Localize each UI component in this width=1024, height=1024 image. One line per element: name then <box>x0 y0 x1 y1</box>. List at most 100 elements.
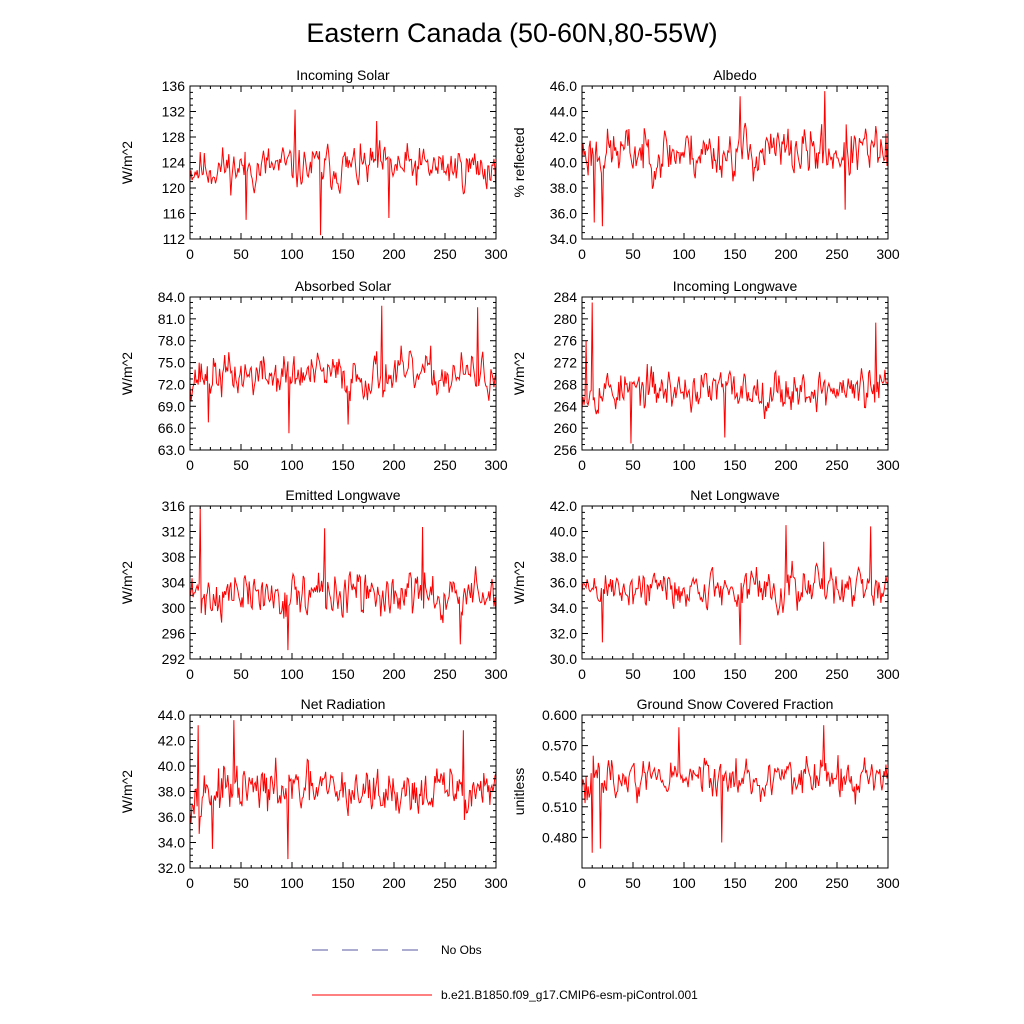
y-tick-label: 46.0 <box>550 78 577 94</box>
x-tick-label: 50 <box>625 875 641 891</box>
series-line <box>189 305 497 434</box>
y-tick-label: 36.0 <box>550 575 577 591</box>
x-tick-label: 0 <box>186 457 194 473</box>
x-tick-label: 250 <box>433 666 457 682</box>
y-tick-label: 268 <box>554 376 578 392</box>
y-tick-label: 40.0 <box>550 524 577 540</box>
y-tick-label: 308 <box>162 549 186 565</box>
chart-title: Emitted Longwave <box>285 487 400 503</box>
y-tick-label: 40.0 <box>158 758 185 774</box>
x-tick-label: 100 <box>672 457 696 473</box>
y-tick-label: 78.0 <box>158 333 185 349</box>
x-tick-label: 300 <box>876 875 900 891</box>
y-tick-label: 280 <box>554 311 578 327</box>
chart-title: Ground Snow Covered Fraction <box>637 696 834 712</box>
chart-title: Albedo <box>713 67 757 83</box>
y-axis-label: W/m^2 <box>511 561 527 604</box>
x-tick-label: 250 <box>433 457 457 473</box>
y-tick-label: 63.0 <box>158 442 185 458</box>
chart-emitted-longwave: 0 50 100 150 200 250 300 292 296 300 304 308 312 316 E… <box>119 487 508 682</box>
y-tick-label: 120 <box>162 180 186 196</box>
y-tick-label: 32.0 <box>550 626 577 642</box>
x-tick-label: 300 <box>876 246 900 262</box>
y-axis-label: % reflected <box>511 127 527 197</box>
x-tick-label: 200 <box>774 666 798 682</box>
x-tick-label: 0 <box>578 666 586 682</box>
y-tick-label: 0.510 <box>542 799 577 815</box>
y-axis-label: W/m^2 <box>119 141 135 184</box>
y-tick-label: 116 <box>163 206 186 222</box>
series-line <box>581 302 889 444</box>
series-line <box>581 725 889 853</box>
y-tick-label: 36.0 <box>550 206 577 222</box>
x-tick-label: 300 <box>484 666 508 682</box>
y-tick-label: 38.0 <box>158 784 185 800</box>
chart-albedo: 0 50 100 150 200 250 300 34.0 36.0 38.0 40.0 42.0 44… <box>511 67 900 262</box>
y-tick-label: 38.0 <box>550 180 577 196</box>
y-tick-label: 36.0 <box>158 809 185 825</box>
y-tick-label: 0.570 <box>542 738 577 754</box>
x-tick-label: 50 <box>625 457 641 473</box>
y-tick-label: 256 <box>554 442 578 458</box>
x-tick-label: 250 <box>825 666 849 682</box>
x-tick-label: 0 <box>578 875 586 891</box>
y-tick-label: 136 <box>162 78 186 94</box>
y-tick-label: 0.600 <box>542 707 577 723</box>
x-tick-label: 250 <box>433 246 457 262</box>
chart-title: Incoming Solar <box>296 67 390 83</box>
x-tick-label: 150 <box>331 875 355 891</box>
y-tick-label: 42.0 <box>550 498 577 514</box>
x-tick-label: 200 <box>382 666 406 682</box>
x-tick-label: 300 <box>484 246 508 262</box>
x-tick-label: 150 <box>723 875 747 891</box>
y-tick-label: 75.0 <box>158 355 185 371</box>
series-line <box>189 109 497 236</box>
x-tick-label: 200 <box>382 246 406 262</box>
x-tick-label: 150 <box>331 246 355 262</box>
x-tick-label: 200 <box>774 457 798 473</box>
x-tick-label: 100 <box>280 875 304 891</box>
y-tick-label: 124 <box>162 155 186 171</box>
x-tick-label: 50 <box>233 666 249 682</box>
y-tick-label: 132 <box>162 104 186 120</box>
legend: No Obs b.e21.B1850.f09_g17.CMIP6-esm-piC… <box>312 943 698 1002</box>
plot-frame <box>581 296 889 451</box>
x-tick-label: 50 <box>233 875 249 891</box>
x-tick-label: 0 <box>186 875 194 891</box>
y-axis-label: unitless <box>511 768 527 815</box>
x-tick-label: 250 <box>825 875 849 891</box>
series-line <box>189 507 497 651</box>
y-tick-label: 312 <box>162 524 186 540</box>
y-tick-label: 264 <box>554 398 578 414</box>
y-tick-label: 84.0 <box>158 289 185 305</box>
y-tick-label: 0.540 <box>542 768 577 784</box>
chart-title: Absorbed Solar <box>295 278 392 294</box>
y-tick-label: 42.0 <box>158 733 185 749</box>
x-tick-label: 0 <box>578 457 586 473</box>
x-tick-label: 300 <box>876 666 900 682</box>
x-tick-label: 50 <box>233 246 249 262</box>
x-tick-label: 100 <box>672 875 696 891</box>
x-tick-label: 150 <box>723 246 747 262</box>
y-tick-label: 296 <box>162 626 186 642</box>
y-tick-label: 34.0 <box>550 600 577 616</box>
y-tick-label: 272 <box>554 355 578 371</box>
x-tick-label: 300 <box>484 875 508 891</box>
y-tick-label: 44.0 <box>158 707 185 723</box>
y-tick-label: 316 <box>162 498 186 514</box>
y-tick-label: 260 <box>554 420 578 436</box>
y-axis-label: W/m^2 <box>119 352 135 395</box>
x-tick-label: 250 <box>825 457 849 473</box>
x-tick-label: 150 <box>331 666 355 682</box>
y-tick-label: 112 <box>163 231 186 247</box>
x-tick-label: 300 <box>876 457 900 473</box>
y-tick-label: 292 <box>162 651 186 667</box>
y-tick-label: 30.0 <box>550 651 577 667</box>
y-tick-label: 300 <box>162 600 186 616</box>
x-tick-label: 300 <box>484 457 508 473</box>
x-tick-label: 200 <box>382 457 406 473</box>
x-tick-label: 200 <box>382 875 406 891</box>
y-axis-label: W/m^2 <box>119 770 135 813</box>
y-tick-label: 284 <box>554 289 578 305</box>
